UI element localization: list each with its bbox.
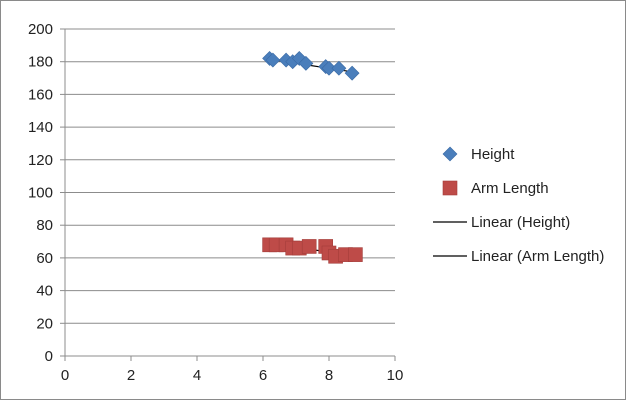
point-height-7	[321, 60, 337, 76]
x-tick-label-10: 10	[387, 367, 404, 384]
x-tick-label-6: 6	[259, 367, 267, 384]
legend-linear-arm-length-label: Linear (Arm Length)	[471, 248, 604, 265]
gridlines	[65, 28, 395, 324]
legend-linear-height-label: Linear (Height)	[471, 214, 570, 231]
legend-arm-length-swatch	[442, 180, 458, 196]
legend-height-label: Height	[471, 146, 515, 163]
x-tick-label-2: 2	[127, 367, 135, 384]
y-tick-label-180: 180	[28, 54, 53, 71]
point-height-8	[331, 60, 347, 76]
y-tick-label-200: 200	[28, 21, 53, 38]
point-arm-length-5	[301, 239, 317, 254]
y-tick-label-160: 160	[28, 86, 53, 103]
tick-labels: 0 20 40 60 80 100 120 140 160 180 200 0 2 4 6 8 10	[28, 21, 403, 384]
point-arm-length-10	[348, 247, 363, 262]
x-tick-label-8: 8	[325, 367, 333, 384]
data-points	[262, 51, 363, 264]
y-tick-label-40: 40	[36, 283, 53, 300]
point-height-5	[298, 55, 314, 71]
y-tick-label-120: 120	[28, 152, 53, 169]
y-tick-label-140: 140	[28, 119, 53, 136]
x-tick-label-4: 4	[193, 367, 201, 384]
legend-arm-length-label: Arm Length	[471, 180, 549, 197]
x-tick-label-0: 0	[61, 367, 69, 384]
point-height-9	[344, 65, 360, 81]
y-tick-label-60: 60	[36, 250, 53, 267]
y-tick-label-0: 0	[45, 348, 53, 365]
axes	[60, 28, 396, 361]
point-height-1	[265, 52, 281, 68]
y-tick-label-80: 80	[36, 217, 53, 234]
y-tick-label-20: 20	[36, 315, 53, 332]
trendlines	[269, 58, 356, 257]
legend-height-swatch	[442, 146, 458, 162]
legend: Height Arm Length Linear (Height) Linear (A…	[433, 146, 604, 265]
y-tick-label-100: 100	[28, 185, 53, 202]
